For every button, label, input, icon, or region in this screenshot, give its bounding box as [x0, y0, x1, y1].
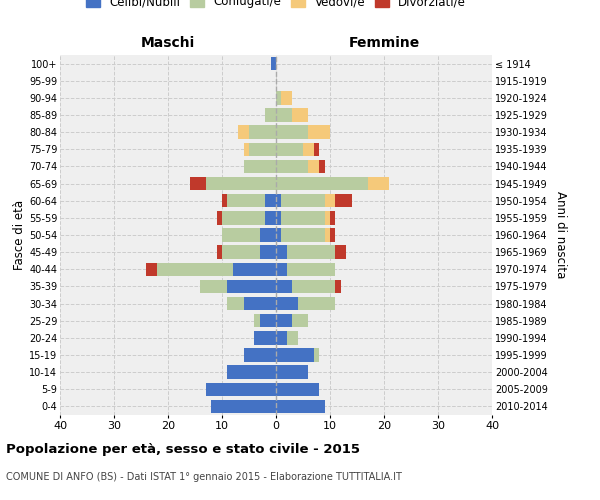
Bar [233, 262, 276, 276]
Bar [249, 142, 276, 156]
Bar [217, 211, 222, 224]
Bar [227, 297, 244, 310]
Bar [206, 382, 276, 396]
Bar [244, 297, 276, 310]
Bar [308, 160, 319, 173]
Bar [298, 297, 335, 310]
Bar [265, 194, 276, 207]
Bar [319, 160, 325, 173]
Bar [314, 348, 319, 362]
Bar [227, 366, 276, 379]
Bar [276, 160, 308, 173]
Bar [287, 246, 335, 259]
Bar [249, 126, 276, 139]
Bar [276, 142, 303, 156]
Bar [222, 228, 260, 241]
Bar [227, 194, 265, 207]
Bar [325, 194, 335, 207]
Bar [287, 262, 335, 276]
Bar [335, 280, 341, 293]
Bar [314, 142, 319, 156]
Bar [276, 262, 287, 276]
Bar [292, 108, 308, 122]
Bar [330, 228, 335, 241]
Y-axis label: Fasce di età: Fasce di età [13, 200, 26, 270]
Bar [276, 246, 287, 259]
Bar [146, 262, 157, 276]
Bar [281, 228, 325, 241]
Bar [368, 177, 389, 190]
Bar [276, 91, 281, 104]
Bar [276, 297, 298, 310]
Bar [222, 211, 265, 224]
Bar [308, 126, 330, 139]
Bar [292, 314, 308, 328]
Bar [254, 314, 260, 328]
Legend: Celibi/Nubili, Coniugati/e, Vedovi/e, Divorziati/e: Celibi/Nubili, Coniugati/e, Vedovi/e, Di… [81, 0, 471, 13]
Bar [335, 246, 346, 259]
Bar [303, 142, 314, 156]
Bar [330, 211, 335, 224]
Y-axis label: Anni di nascita: Anni di nascita [554, 192, 567, 278]
Bar [276, 177, 368, 190]
Bar [325, 228, 330, 241]
Bar [276, 126, 308, 139]
Bar [244, 160, 276, 173]
Bar [222, 194, 227, 207]
Bar [260, 314, 276, 328]
Bar [276, 211, 281, 224]
Bar [276, 382, 319, 396]
Bar [260, 228, 276, 241]
Bar [325, 211, 330, 224]
Bar [265, 211, 276, 224]
Bar [292, 280, 335, 293]
Bar [254, 331, 276, 344]
Bar [244, 142, 249, 156]
Bar [271, 57, 276, 70]
Bar [276, 331, 287, 344]
Bar [157, 262, 233, 276]
Bar [276, 366, 308, 379]
Bar [287, 331, 298, 344]
Bar [211, 400, 276, 413]
Text: COMUNE DI ANFO (BS) - Dati ISTAT 1° gennaio 2015 - Elaborazione TUTTITALIA.IT: COMUNE DI ANFO (BS) - Dati ISTAT 1° genn… [6, 472, 402, 482]
Bar [206, 177, 276, 190]
Bar [281, 211, 325, 224]
Text: Femmine: Femmine [349, 36, 419, 50]
Text: Maschi: Maschi [141, 36, 195, 50]
Bar [227, 280, 276, 293]
Bar [276, 280, 292, 293]
Bar [260, 246, 276, 259]
Bar [244, 348, 276, 362]
Bar [238, 126, 249, 139]
Text: Popolazione per età, sesso e stato civile - 2015: Popolazione per età, sesso e stato civil… [6, 442, 360, 456]
Bar [276, 314, 292, 328]
Bar [276, 400, 325, 413]
Bar [200, 280, 227, 293]
Bar [276, 228, 281, 241]
Bar [276, 348, 314, 362]
Bar [190, 177, 206, 190]
Bar [281, 194, 325, 207]
Bar [276, 108, 292, 122]
Bar [335, 194, 352, 207]
Bar [222, 246, 260, 259]
Bar [217, 246, 222, 259]
Bar [276, 194, 281, 207]
Bar [281, 91, 292, 104]
Bar [265, 108, 276, 122]
